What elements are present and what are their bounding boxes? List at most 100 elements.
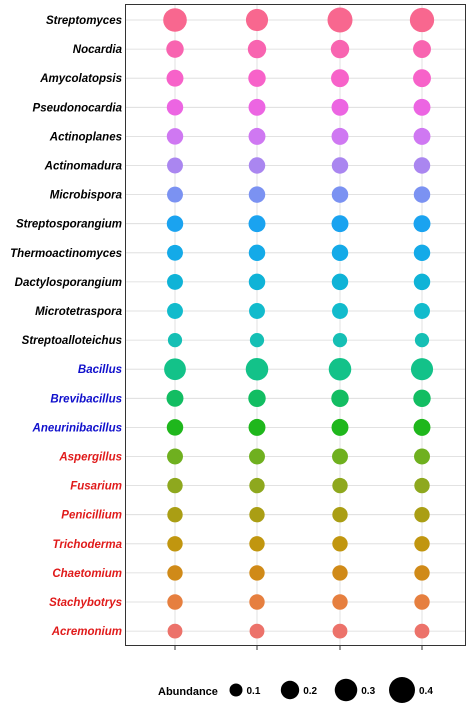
data-point — [413, 98, 431, 116]
legend: Abundance 0.1 0.2 0.3 0.4 — [158, 677, 433, 703]
y-tick-label: Pseudonocardia — [33, 102, 123, 114]
legend-key — [229, 683, 243, 697]
data-point — [331, 389, 349, 408]
y-tick-label: Actinoplanes — [49, 131, 122, 143]
data-point — [327, 7, 353, 33]
data-point — [248, 127, 266, 145]
y-tick-label: Nocardia — [73, 44, 123, 56]
data-point — [166, 128, 184, 145]
y-axis-labels: Streptomyces Nocardia Amycolatopsis Pseudon… — [10, 15, 122, 638]
y-tick-label: Microbispora — [50, 190, 123, 202]
data-point — [409, 7, 435, 33]
data-point — [245, 8, 269, 32]
data-point — [413, 127, 431, 145]
y-tick-label: Bacillus — [78, 364, 122, 376]
data-point — [248, 186, 266, 203]
data-point — [331, 418, 349, 436]
data-point — [330, 39, 350, 59]
data-point — [414, 594, 430, 610]
data-point — [248, 244, 266, 262]
data-point — [248, 69, 266, 87]
legend-key — [280, 680, 300, 700]
y-tick-label: Trichoderma — [53, 539, 123, 551]
data-point — [332, 332, 348, 348]
y-tick-label: Microtetraspora — [35, 306, 123, 318]
data-point — [167, 536, 183, 552]
data-point — [167, 332, 183, 348]
data-points — [163, 7, 435, 639]
y-tick-label: Dactylosporangium — [15, 277, 122, 289]
x-axis-ticks — [174, 645, 423, 650]
data-point — [249, 594, 265, 610]
y-tick-label: Streptomyces — [46, 15, 122, 27]
data-point — [166, 419, 184, 436]
data-point — [414, 536, 430, 552]
y-tick-label: Acremonium — [51, 626, 122, 638]
legend-label: 0.3 — [361, 686, 375, 697]
data-point — [164, 358, 186, 381]
data-point — [249, 332, 265, 348]
data-point — [331, 127, 349, 145]
data-point — [249, 303, 265, 319]
data-point — [332, 594, 348, 610]
data-point — [331, 186, 349, 203]
legend-key — [389, 677, 415, 703]
data-point — [166, 389, 184, 407]
data-point — [328, 357, 352, 381]
data-point — [248, 273, 266, 291]
data-point — [247, 39, 267, 59]
data-point — [332, 565, 348, 581]
data-point — [413, 157, 431, 174]
data-point — [167, 623, 183, 639]
data-point — [248, 157, 266, 174]
data-point — [414, 565, 430, 581]
data-point — [167, 186, 183, 203]
data-point — [163, 8, 187, 32]
panel-border — [125, 4, 466, 646]
data-point — [331, 215, 349, 233]
legend-key — [334, 678, 358, 702]
y-tick-label: Aneurinibacillus — [32, 422, 122, 434]
data-point — [249, 623, 265, 639]
data-point — [413, 244, 431, 262]
data-point — [414, 332, 430, 348]
data-point — [167, 594, 183, 610]
y-tick-label: Actinomadura — [44, 161, 123, 173]
data-point — [413, 273, 431, 291]
data-point — [413, 215, 431, 233]
data-point — [166, 40, 184, 58]
data-point — [249, 448, 265, 465]
y-tick-label: Thermoactinomyces — [10, 248, 122, 260]
data-point — [167, 303, 183, 319]
legend-label: 0.2 — [303, 686, 317, 697]
data-point — [167, 244, 183, 261]
data-point — [414, 303, 430, 319]
data-point — [413, 69, 431, 88]
data-point — [332, 448, 348, 465]
y-tick-label: Penicillium — [61, 510, 122, 522]
data-point — [249, 565, 265, 581]
data-point — [248, 389, 266, 408]
data-point — [249, 477, 265, 494]
y-tick-label: Streptosporangium — [16, 219, 122, 231]
data-point — [331, 69, 349, 88]
data-point — [332, 536, 348, 552]
y-tick-label: Stachybotrys — [49, 597, 122, 609]
data-point — [331, 157, 349, 174]
data-point — [332, 477, 348, 494]
data-point — [248, 215, 266, 233]
data-point — [413, 389, 431, 408]
y-tick-label: Brevibacillus — [50, 393, 122, 405]
data-point — [414, 507, 430, 523]
data-point — [166, 99, 184, 116]
data-point — [167, 273, 183, 290]
data-point — [410, 358, 434, 381]
data-point — [245, 357, 269, 381]
y-tick-label: Chaetomium — [52, 568, 122, 580]
legend-label: 0.4 — [419, 686, 433, 697]
data-point — [331, 98, 349, 116]
data-point — [332, 623, 348, 639]
data-point — [167, 448, 183, 465]
data-point — [332, 303, 348, 319]
